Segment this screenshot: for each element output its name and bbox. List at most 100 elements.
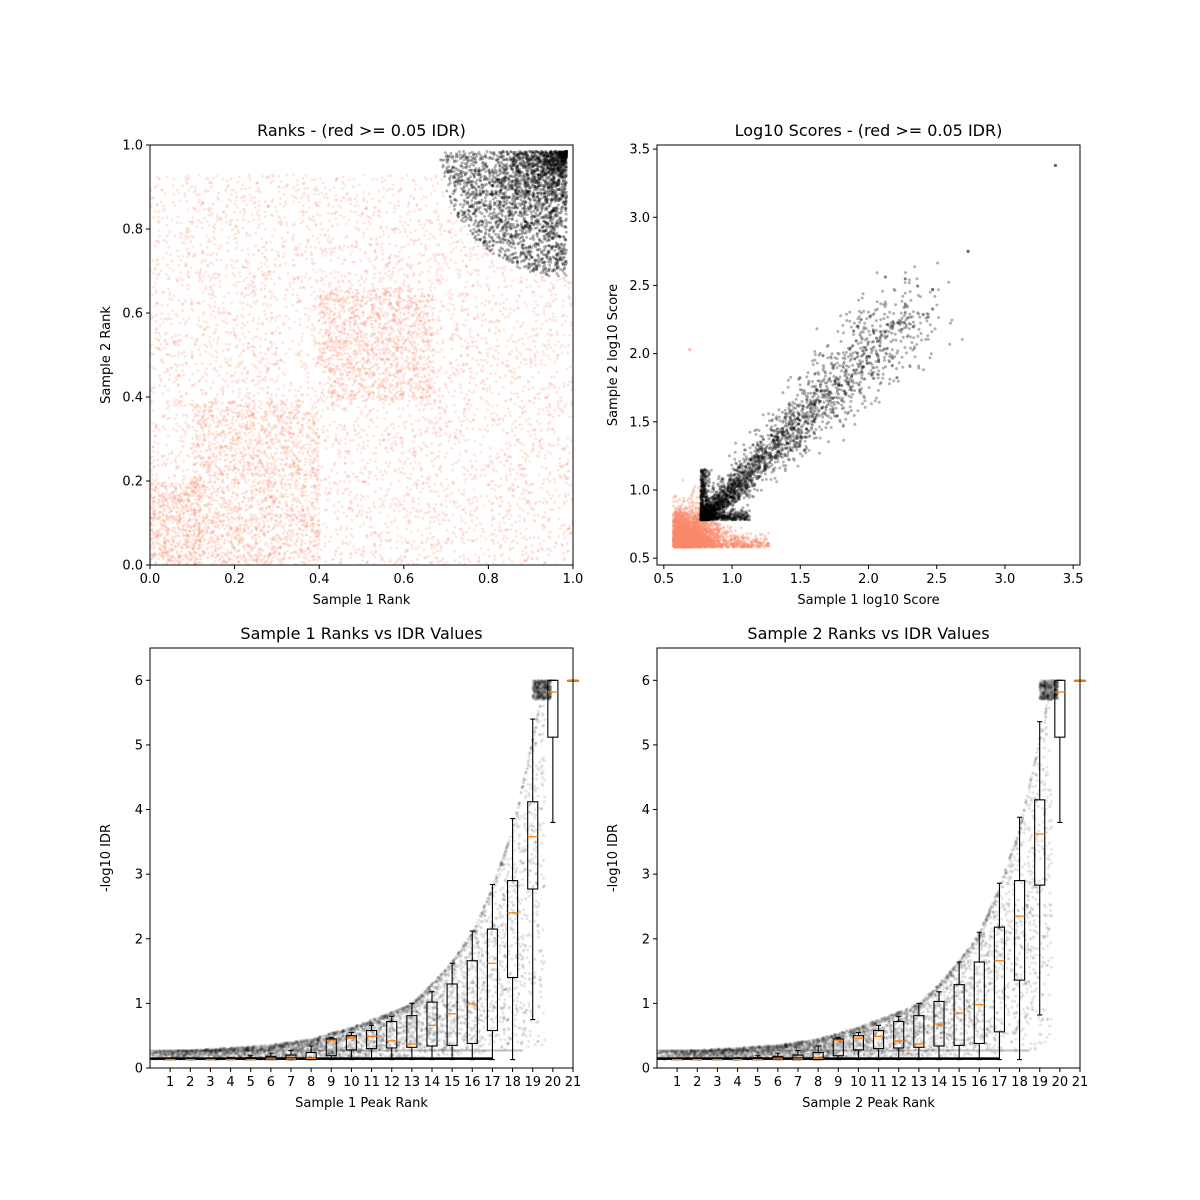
data-point (181, 241, 184, 245)
data-point (310, 491, 314, 495)
data-point (540, 428, 543, 432)
data-point (532, 519, 536, 522)
data-point (278, 501, 281, 504)
data-point (499, 495, 503, 499)
data-point (490, 308, 494, 312)
data-point (290, 498, 294, 502)
data-point (297, 389, 300, 393)
data-point (197, 301, 201, 304)
data-point (389, 558, 393, 562)
data-point (407, 519, 411, 522)
data-point (474, 296, 477, 299)
data-point (231, 542, 235, 546)
data-point (193, 254, 197, 257)
data-point (365, 533, 368, 537)
data-point (437, 253, 441, 256)
data-point (507, 407, 510, 410)
data-point (490, 479, 494, 483)
data-point (559, 396, 563, 399)
data-point (240, 249, 244, 252)
data-point (424, 229, 428, 233)
data-point (518, 415, 522, 419)
data-point (347, 493, 351, 496)
data-point (195, 225, 199, 229)
data-point (257, 405, 261, 409)
data-point (238, 210, 242, 214)
data-point (555, 390, 559, 394)
data-point (475, 253, 479, 257)
data-point (409, 472, 413, 476)
data-point (434, 416, 438, 420)
data-point (266, 348, 270, 352)
data-point (434, 390, 437, 394)
data-point (387, 235, 390, 239)
data-point (156, 262, 160, 266)
data-point (476, 283, 480, 286)
data-point (521, 389, 525, 393)
data-point (227, 524, 231, 528)
data-point (321, 278, 324, 282)
data-point (160, 304, 164, 307)
data-point (429, 178, 433, 181)
data-point (507, 352, 511, 356)
data-point (490, 479, 493, 483)
data-point (560, 408, 564, 412)
data-point (406, 213, 410, 216)
data-point (444, 499, 447, 503)
data-point (568, 333, 572, 337)
data-point (283, 374, 286, 377)
data-point (429, 257, 432, 260)
data-point (558, 277, 562, 281)
data-point (221, 389, 225, 392)
data-point (306, 371, 309, 375)
data-point (490, 502, 494, 506)
data-point (414, 419, 418, 423)
data-point (262, 273, 266, 277)
data-point (251, 363, 254, 366)
data-point (304, 361, 307, 365)
data-point (362, 348, 365, 352)
data-point (213, 300, 217, 304)
data-point (567, 343, 570, 347)
data-point (522, 384, 526, 388)
data-point (567, 286, 571, 290)
data-point (462, 473, 466, 476)
data-point (198, 525, 202, 529)
data-point (349, 556, 352, 560)
data-point (448, 302, 452, 306)
data-point (190, 336, 194, 340)
data-point (546, 429, 549, 432)
data-point (261, 442, 264, 446)
data-point (487, 463, 490, 467)
data-point (568, 415, 571, 419)
data-point (366, 536, 369, 539)
data-point (279, 513, 282, 517)
data-point (477, 555, 481, 559)
data-point (184, 237, 188, 241)
data-point (338, 454, 342, 458)
data-point (397, 376, 401, 380)
data-point (155, 259, 158, 262)
data-point (177, 191, 181, 194)
data-point (313, 192, 317, 196)
data-point (472, 390, 476, 393)
data-point (220, 387, 223, 391)
data-point (504, 514, 508, 517)
data-point (380, 249, 384, 253)
data-point (526, 336, 530, 340)
data-point (246, 391, 250, 395)
data-point (320, 465, 324, 469)
data-point (316, 476, 320, 480)
data-point (186, 275, 190, 279)
data-point (408, 414, 412, 418)
data-point (221, 449, 224, 453)
data-point (443, 409, 447, 413)
data-point (327, 475, 331, 478)
data-point (522, 357, 526, 361)
data-point (356, 478, 360, 482)
data-point (457, 416, 461, 420)
data-point (492, 466, 495, 470)
data-point (225, 409, 229, 412)
data-point (357, 228, 361, 232)
data-point (392, 193, 395, 197)
